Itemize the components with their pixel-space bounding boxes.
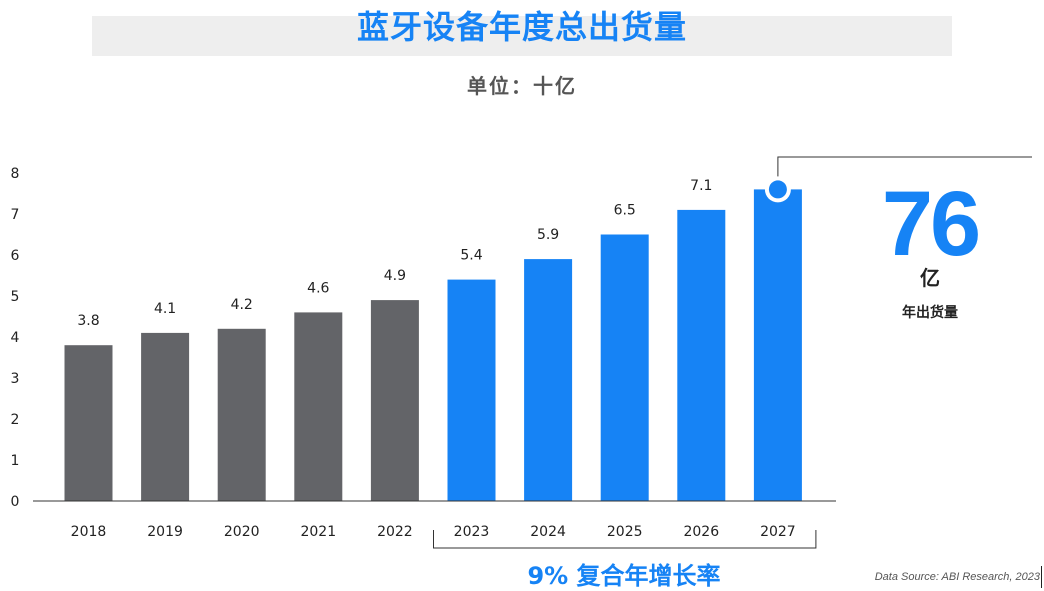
data-label: 3.8 bbox=[77, 313, 99, 329]
highlight-number: 76 bbox=[881, 173, 981, 275]
data-label: 4.6 bbox=[307, 280, 329, 296]
text-cursor bbox=[1041, 566, 1042, 588]
data-label: 6.5 bbox=[614, 203, 636, 219]
bar-2024 bbox=[524, 259, 573, 501]
x-tick-label: 2018 bbox=[71, 524, 107, 540]
chart-title: 蓝牙设备年度总出货量 bbox=[356, 8, 687, 46]
source-note: Data Source: ABI Research, 2023 bbox=[874, 571, 1040, 583]
x-tick-label: 2027 bbox=[760, 524, 796, 540]
x-tick-label: 2026 bbox=[683, 524, 719, 540]
callout-line bbox=[777, 156, 1032, 180]
x-tick-label: 2022 bbox=[377, 524, 413, 540]
data-label: 4.1 bbox=[154, 301, 176, 317]
cagr-label: 9% 复合年增长率 bbox=[527, 562, 721, 590]
data-label: 7.1 bbox=[690, 178, 712, 194]
y-tick-label: 5 bbox=[11, 289, 20, 305]
data-label: 5.9 bbox=[537, 227, 559, 243]
bar-2026 bbox=[677, 209, 726, 501]
highlight-unit: 亿 bbox=[920, 266, 940, 290]
y-tick-label: 6 bbox=[11, 248, 20, 264]
data-label: 5.4 bbox=[460, 248, 482, 264]
bar-2021 bbox=[294, 312, 343, 501]
x-tick-label: 2024 bbox=[530, 524, 566, 540]
bar-2019 bbox=[141, 332, 190, 501]
y-tick-label: 4 bbox=[11, 330, 20, 346]
forecast-bracket bbox=[433, 530, 817, 549]
x-tick-label: 2025 bbox=[607, 524, 643, 540]
y-tick-label: 7 bbox=[11, 207, 20, 223]
y-tick-label: 8 bbox=[11, 166, 20, 182]
bar-2025 bbox=[600, 234, 649, 501]
x-tick-label: 2023 bbox=[454, 524, 490, 540]
x-tick-label: 2021 bbox=[300, 524, 336, 540]
bar-2027 bbox=[753, 189, 802, 501]
y-tick-label: 3 bbox=[11, 371, 20, 387]
chart-subtitle: 单位：十亿 bbox=[467, 74, 577, 98]
y-tick-label: 1 bbox=[11, 453, 20, 469]
highlight-label: 年出货量 bbox=[902, 305, 958, 321]
x-tick-label: 2019 bbox=[147, 524, 183, 540]
y-tick-label: 0 bbox=[11, 494, 20, 510]
x-tick-label: 2020 bbox=[224, 524, 260, 540]
bar-2023 bbox=[447, 279, 496, 501]
bar-2020 bbox=[217, 328, 266, 501]
y-tick-label: 2 bbox=[11, 412, 20, 428]
marker-dot bbox=[768, 180, 787, 199]
data-label: 4.9 bbox=[384, 268, 406, 284]
bar-2022 bbox=[370, 300, 419, 501]
title-band bbox=[92, 16, 952, 56]
bar-2018 bbox=[64, 345, 113, 501]
data-label: 4.2 bbox=[231, 297, 253, 313]
